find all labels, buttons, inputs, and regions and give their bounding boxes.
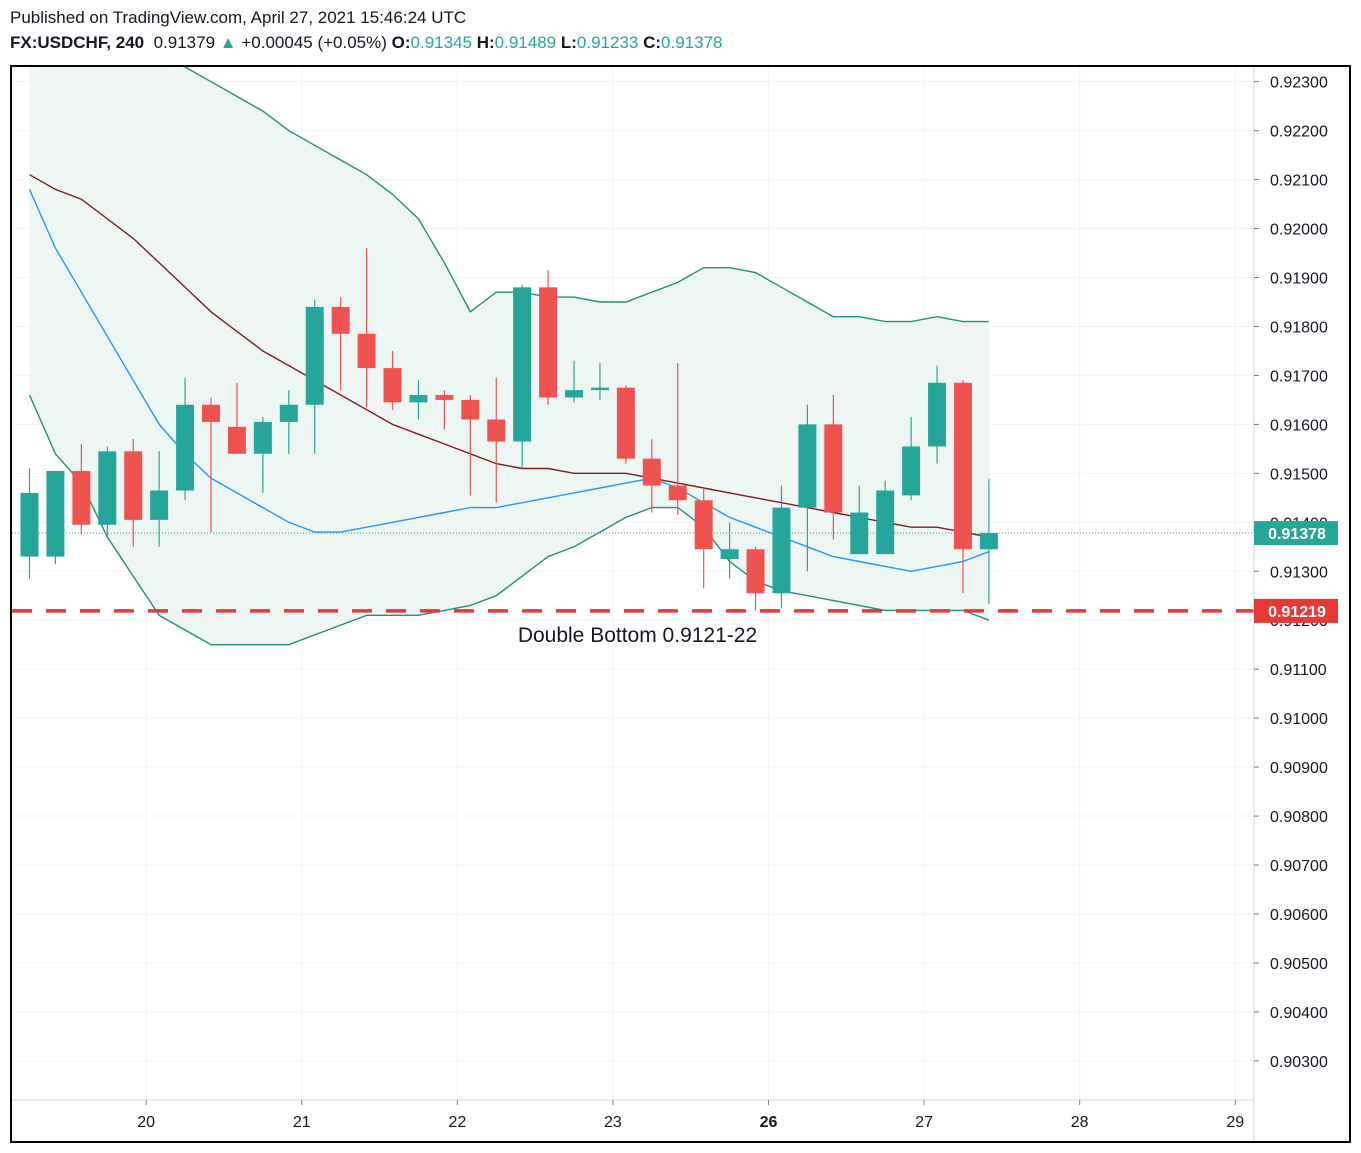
chart-frame bbox=[10, 65, 1351, 1143]
